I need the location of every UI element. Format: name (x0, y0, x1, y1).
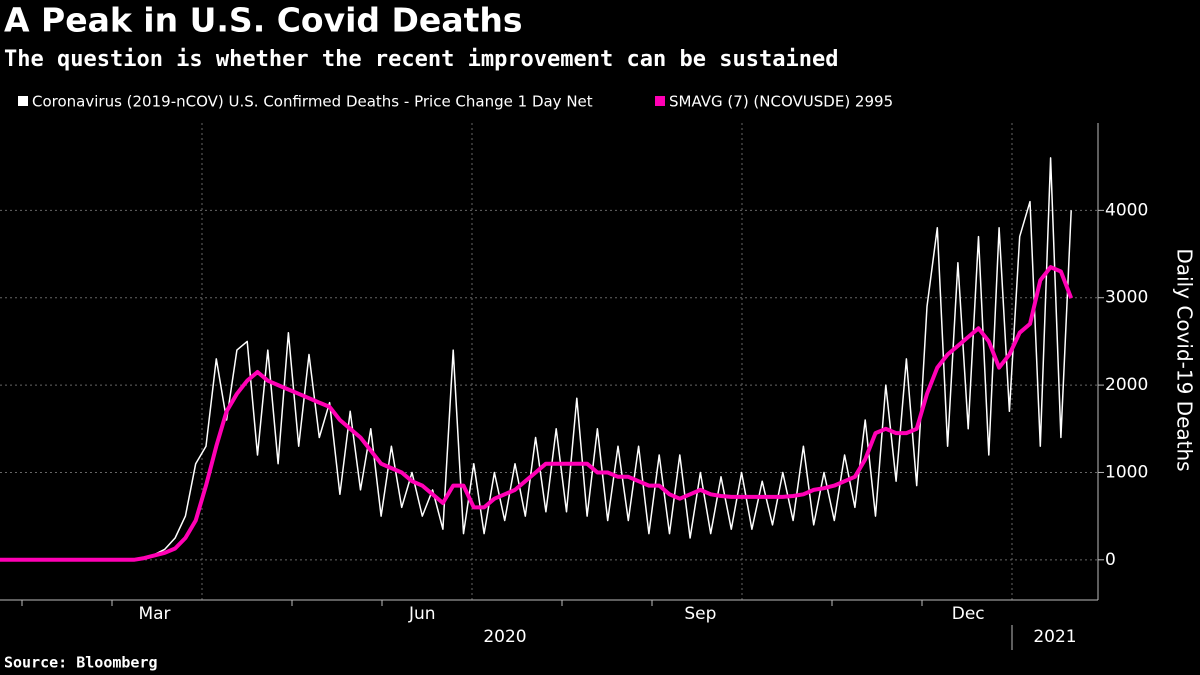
year-label: 2021 (1033, 627, 1076, 647)
legend-swatch (18, 96, 28, 106)
legend-label: Coronavirus (2019-nCOV) U.S. Confirmed D… (32, 93, 593, 111)
y-tick-label: 2000 (1105, 375, 1148, 395)
series-line (0, 157, 1072, 561)
year-label: 2020 (483, 627, 526, 647)
chart-title: A Peak in U.S. Covid Deaths (4, 1, 523, 40)
y-tick-label: 1000 (1105, 462, 1148, 482)
source: Source: Bloomberg (4, 654, 158, 672)
y-tick-label: 0 (1105, 550, 1116, 570)
y-tick-label: 3000 (1105, 288, 1148, 308)
legend-label: SMAVG (7) (NCOVUSDE) 2995 (669, 93, 893, 111)
y-axis-label: Daily Covid-19 Deaths (1173, 248, 1197, 471)
x-tick-label: Mar (138, 604, 170, 624)
x-tick-label: Jun (408, 604, 436, 624)
legend-swatch (655, 96, 665, 106)
chart-subtitle: The question is whether the recent impro… (4, 47, 838, 72)
x-tick-label: Sep (684, 604, 716, 624)
y-tick-label: 4000 (1105, 200, 1148, 220)
series-line (0, 265, 1074, 562)
x-tick-label: Dec (952, 604, 985, 624)
